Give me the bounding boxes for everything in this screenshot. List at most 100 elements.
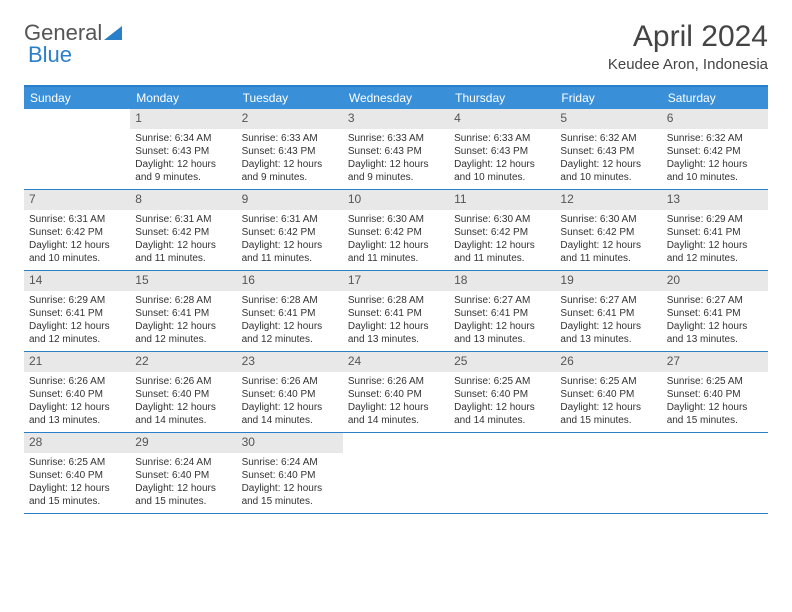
day-body: Sunrise: 6:34 AMSunset: 6:43 PMDaylight:… [130,129,236,189]
day-cell: 12Sunrise: 6:30 AMSunset: 6:42 PMDayligh… [555,190,661,270]
day-number [662,433,768,453]
day-number: 16 [237,271,343,291]
day-cell: 26Sunrise: 6:25 AMSunset: 6:40 PMDayligh… [555,352,661,432]
daylight-text: Daylight: 12 hours and 13 minutes. [29,401,125,427]
day-body: Sunrise: 6:31 AMSunset: 6:42 PMDaylight:… [130,210,236,270]
day-body: Sunrise: 6:24 AMSunset: 6:40 PMDaylight:… [130,453,236,513]
sunset-text: Sunset: 6:41 PM [242,307,338,320]
sunset-text: Sunset: 6:42 PM [560,226,656,239]
day-header-thursday: Thursday [449,87,555,109]
daylight-text: Daylight: 12 hours and 9 minutes. [135,158,231,184]
day-cell: 15Sunrise: 6:28 AMSunset: 6:41 PMDayligh… [130,271,236,351]
sunrise-text: Sunrise: 6:25 AM [667,375,763,388]
day-body: Sunrise: 6:25 AMSunset: 6:40 PMDaylight:… [449,372,555,432]
day-cell: 16 Sunrise: 6:28 AMSunset: 6:41 PMDayligh… [237,271,343,351]
daylight-text: Daylight: 12 hours and 13 minutes. [454,320,550,346]
sunrise-text: Sunrise: 6:26 AM [348,375,444,388]
sunrise-text: Sunrise: 6:29 AM [667,213,763,226]
day-cell: 3Sunrise: 6:33 AMSunset: 6:43 PMDaylight… [343,109,449,189]
day-number: 2 [237,109,343,129]
sunset-text: Sunset: 6:42 PM [242,226,338,239]
day-number [555,433,661,453]
day-header-sunday: Sunday [24,87,130,109]
day-cell [449,433,555,513]
day-header-monday: Monday [130,87,236,109]
sunrise-text: Sunrise: 6:31 AM [29,213,125,226]
daylight-text: Daylight: 12 hours and 15 minutes. [29,482,125,508]
daylight-text: Daylight: 12 hours and 14 minutes. [454,401,550,427]
day-number: 1 [130,109,236,129]
day-cell [24,109,130,189]
day-cell: 17 Sunrise: 6:28 AMSunset: 6:41 PMDayligh… [343,271,449,351]
sunrise-text: Sunrise: 6:31 AM [242,213,338,226]
sunrise-text: Sunrise: 6:33 AM [454,132,550,145]
daylight-text: Daylight: 12 hours and 10 minutes. [29,239,125,265]
daylight-text: Daylight: 12 hours and 14 minutes. [242,401,338,427]
day-number: 17 [343,271,449,291]
day-cell: 27Sunrise: 6:25 AMSunset: 6:40 PMDayligh… [662,352,768,432]
sunset-text: Sunset: 6:43 PM [348,145,444,158]
sunset-text: Sunset: 6:41 PM [560,307,656,320]
sunset-text: Sunset: 6:40 PM [454,388,550,401]
day-number: 4 [449,109,555,129]
day-cell: 14Sunrise: 6:29 AMSunset: 6:41 PMDayligh… [24,271,130,351]
day-number: 11 [449,190,555,210]
day-cell: 4 Sunrise: 6:33 AMSunset: 6:43 PMDaylight… [449,109,555,189]
day-number: 13 [662,190,768,210]
day-cell [343,433,449,513]
day-number: 7 [24,190,130,210]
sunset-text: Sunset: 6:40 PM [560,388,656,401]
day-cell: 7Sunrise: 6:31 AMSunset: 6:42 PMDaylight… [24,190,130,270]
day-header-row: SundayMondayTuesdayWednesdayThursdayFrid… [24,87,768,109]
sunrise-text: Sunrise: 6:29 AM [29,294,125,307]
day-cell: 6Sunrise: 6:32 AMSunset: 6:42 PMDaylight… [662,109,768,189]
sunrise-text: Sunrise: 6:28 AM [242,294,338,307]
daylight-text: Daylight: 12 hours and 12 minutes. [242,320,338,346]
sunset-text: Sunset: 6:43 PM [560,145,656,158]
sunset-text: Sunset: 6:43 PM [242,145,338,158]
sunrise-text: Sunrise: 6:30 AM [454,213,550,226]
daylight-text: Daylight: 12 hours and 11 minutes. [135,239,231,265]
sunset-text: Sunset: 6:41 PM [348,307,444,320]
day-number: 24 [343,352,449,372]
day-body: Sunrise: 6:25 AMSunset: 6:40 PMDaylight:… [24,453,130,513]
day-number: 5 [555,109,661,129]
daylight-text: Daylight: 12 hours and 13 minutes. [348,320,444,346]
sunrise-text: Sunrise: 6:32 AM [560,132,656,145]
day-number: 6 [662,109,768,129]
sunset-text: Sunset: 6:41 PM [667,307,763,320]
day-body: Sunrise: 6:27 AMSunset: 6:41 PMDaylight:… [449,291,555,351]
daylight-text: Daylight: 12 hours and 15 minutes. [135,482,231,508]
day-body: Sunrise: 6:26 AMSunset: 6:40 PMDaylight:… [24,372,130,432]
day-body: Sunrise: 6:26 AMSunset: 6:40 PMDaylight:… [343,372,449,432]
daylight-text: Daylight: 12 hours and 15 minutes. [242,482,338,508]
sunset-text: Sunset: 6:41 PM [135,307,231,320]
day-header-wednesday: Wednesday [343,87,449,109]
sunset-text: Sunset: 6:43 PM [454,145,550,158]
sunrise-text: Sunrise: 6:28 AM [348,294,444,307]
sunset-text: Sunset: 6:40 PM [29,388,125,401]
sunset-text: Sunset: 6:42 PM [454,226,550,239]
day-body: Sunrise: 6:30 AMSunset: 6:42 PMDaylight:… [449,210,555,270]
day-number: 25 [449,352,555,372]
day-cell [555,433,661,513]
sunrise-text: Sunrise: 6:26 AM [242,375,338,388]
day-body: Sunrise: 6:31 AMSunset: 6:42 PMDaylight:… [24,210,130,270]
day-number [343,433,449,453]
sunset-text: Sunset: 6:40 PM [135,388,231,401]
day-number: 9 [237,190,343,210]
header: General April 2024 Keudee Aron, Indonesi… [24,20,768,73]
day-number: 22 [130,352,236,372]
daylight-text: Daylight: 12 hours and 10 minutes. [560,158,656,184]
daylight-text: Daylight: 12 hours and 13 minutes. [667,320,763,346]
day-number: 27 [662,352,768,372]
day-body: Sunrise: 6:27 AMSunset: 6:41 PMDaylight:… [662,291,768,351]
day-body: Sunrise: 6:25 AMSunset: 6:40 PMDaylight:… [555,372,661,432]
day-number: 29 [130,433,236,453]
day-cell: 10Sunrise: 6:30 AMSunset: 6:42 PMDayligh… [343,190,449,270]
sunset-text: Sunset: 6:40 PM [348,388,444,401]
sunrise-text: Sunrise: 6:24 AM [242,456,338,469]
sunrise-text: Sunrise: 6:30 AM [560,213,656,226]
daylight-text: Daylight: 12 hours and 10 minutes. [454,158,550,184]
sunset-text: Sunset: 6:40 PM [242,469,338,482]
